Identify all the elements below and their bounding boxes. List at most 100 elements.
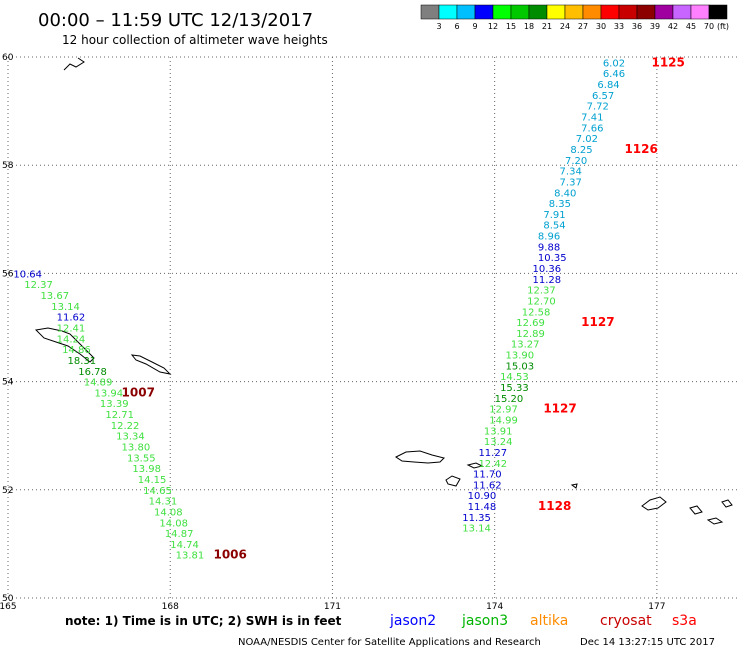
colorbar-swatch [492,4,512,20]
colorbar-tick-label: 42 [668,22,678,31]
y-tick-label: 50 [2,594,14,604]
colorbar-tick-label: 9 [472,22,477,31]
wave-height-label: 10.90 [468,491,497,502]
wave-height-label: 13.81 [176,551,205,562]
pass-time-label: 1128 [538,499,571,513]
wave-height-label: 7.37 [560,177,582,188]
wave-height-label: 8.96 [538,232,560,243]
colorbar-tick-label: 36 [632,22,642,31]
wave-height-label: 14.65 [143,486,172,497]
y-tick-label: 52 [2,486,13,496]
wave-height-label: 7.20 [565,156,587,167]
colorbar-swatch [708,4,728,20]
coastline-semichi-islands [466,462,484,469]
axis-ticks: 165 168 171 174 177 50 52 54 56 58 60 [0,53,665,612]
wave-height-label: 10.64 [13,269,42,280]
colorbar-tick-label: 45 [686,22,696,31]
x-tick-label: 168 [162,602,179,612]
y-tick-label: 54 [2,378,14,388]
pass-time-label: 1127 [581,315,614,329]
wave-height-label: 10.36 [533,264,562,275]
pass-time-label: 1006 [213,548,246,562]
wave-height-label: 6.46 [603,69,625,80]
wave-height-label: 11.62 [473,480,502,491]
colorbar-swatch [582,4,602,20]
wave-height-label: 12.41 [57,324,86,335]
wave-height-label: 13.27 [511,340,540,351]
colorbar-tick-label: 15 [506,22,516,31]
colorbar-swatch [510,4,530,20]
wave-height-label: 13.94 [95,388,124,399]
wave-height-label: 12.89 [516,329,545,340]
wave-height-label: 14.87 [165,529,194,540]
wave-height-label: 13.39 [100,399,129,410]
satellite-legend-entry: altika [530,613,568,629]
colorbar-unit: (ft) [717,22,729,31]
wave-height-label: 13.14 [462,524,491,535]
colorbar-tick-label: 39 [650,22,660,31]
x-tick-label: 174 [486,602,503,612]
satellite-legend: jason2 jason3 altika cryosat s3a [389,613,697,629]
pass-time-label: 1007 [122,385,155,399]
coastline-agattu-island [445,475,461,487]
wave-height-label: 7.91 [543,210,565,221]
satellite-legend-entry: s3a [672,613,697,629]
wave-height-label: 14.99 [489,415,518,426]
x-tick-label: 171 [324,602,341,612]
wave-height-label: 14.74 [170,540,199,551]
wave-height-label: 7.41 [581,113,603,124]
coastline-kamchatka [63,57,85,71]
credit-text: NOAA/NESDIS Center for Satellite Applica… [238,637,541,648]
satellite-legend-entry: jason2 [389,613,436,629]
wave-height-label: 14.15 [138,475,167,486]
colorbar-swatch [600,4,620,20]
coastline-kiska-island [641,496,667,511]
wave-height-label: 14.08 [154,507,183,518]
chart-title: 00:00 – 11:59 UTC 12/13/2017 [38,10,313,31]
wave-height-label: 7.66 [581,123,603,134]
coastline-commander-islands [34,327,95,363]
satellite-legend-entry: cryosat [600,613,652,629]
wave-height-label: 12.22 [111,421,140,432]
colorbar-tick-label: 21 [542,22,552,31]
wave-height-label: 6.57 [592,91,614,102]
coastline-medny-island [130,354,172,375]
pass-time-label: 1126 [624,142,657,156]
wave-height-label: 11.27 [478,448,507,459]
pass-time-label: 1125 [651,55,684,69]
colorbar-swatch [474,4,494,20]
wave-height-label: 14.86 [62,345,91,356]
wave-height-label: 13.55 [127,453,156,464]
satellite-tracks: 10.6412.3713.6713.1411.6212.4114.2414.86… [13,55,684,561]
colorbar-swatch [564,4,584,20]
y-tick-label: 58 [2,161,14,171]
satellite-legend-entry: jason3 [461,613,508,629]
wave-height-label: 13.98 [132,464,161,475]
wave-height-label: 8.35 [549,199,571,210]
wave-height-label: 8.40 [554,188,576,199]
wave-height-label: 12.37 [527,286,556,297]
colorbar-swatch [636,4,656,20]
wave-height-label: 12.69 [516,318,545,329]
wave-height-label: 9.88 [538,242,560,253]
wave-height-label: 14.31 [149,497,178,508]
colorbar-tick-label: 24 [560,22,570,31]
x-tick-label: 165 [0,602,17,612]
coastline-buldir-island [570,483,578,489]
coastline-rat-islands [689,499,733,525]
wave-height-label: 12.42 [478,459,507,470]
wave-height-label: 13.24 [484,437,513,448]
wave-height-label: 8.54 [543,221,565,232]
colorbar-swatch [546,4,566,20]
generated-timestamp: Dec 14 13:27:15 UTC 2017 [580,637,715,648]
wave-height-label: 7.34 [560,167,582,178]
wave-height-label: 8.25 [570,145,592,156]
wave-height-label: 13.34 [116,432,145,443]
colorbar-tick-label: 33 [614,22,624,31]
colorbar-swatch [438,4,458,20]
wave-height-label: 7.72 [587,102,609,113]
wave-height-label: 6.84 [597,80,619,91]
wave-height-label: 11.35 [462,513,491,524]
lat-lon-grid [7,56,738,599]
footnote: note: 1) Time is in UTC; 2) SWH is in fe… [65,614,342,628]
